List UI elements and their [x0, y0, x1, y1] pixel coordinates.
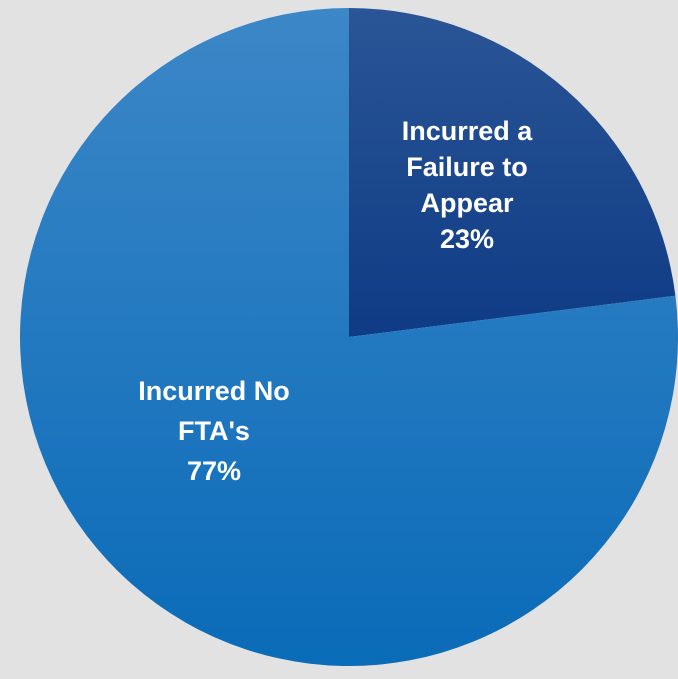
slice-percent-label: 77%	[187, 456, 241, 486]
slice-label-1: Incurred No FTA's 77%	[138, 376, 290, 486]
pie-slice-0	[349, 8, 676, 337]
pie-slice-1	[20, 8, 678, 666]
slice-label-0: Incurred a Failure to Appear 23%	[402, 116, 534, 254]
pie-labels: Incurred a Failure to Appear 23% Incurred No…	[138, 116, 533, 486]
pie-slices	[20, 8, 678, 666]
slice-label-line: Appear	[420, 188, 514, 218]
slice-label-line: Failure to	[406, 152, 528, 182]
slice-label-line: FTA's	[178, 416, 250, 446]
slice-label-line: Incurred a	[402, 116, 534, 146]
slice-label-line: Incurred No	[138, 376, 290, 406]
slice-percent-label: 23%	[440, 224, 494, 254]
